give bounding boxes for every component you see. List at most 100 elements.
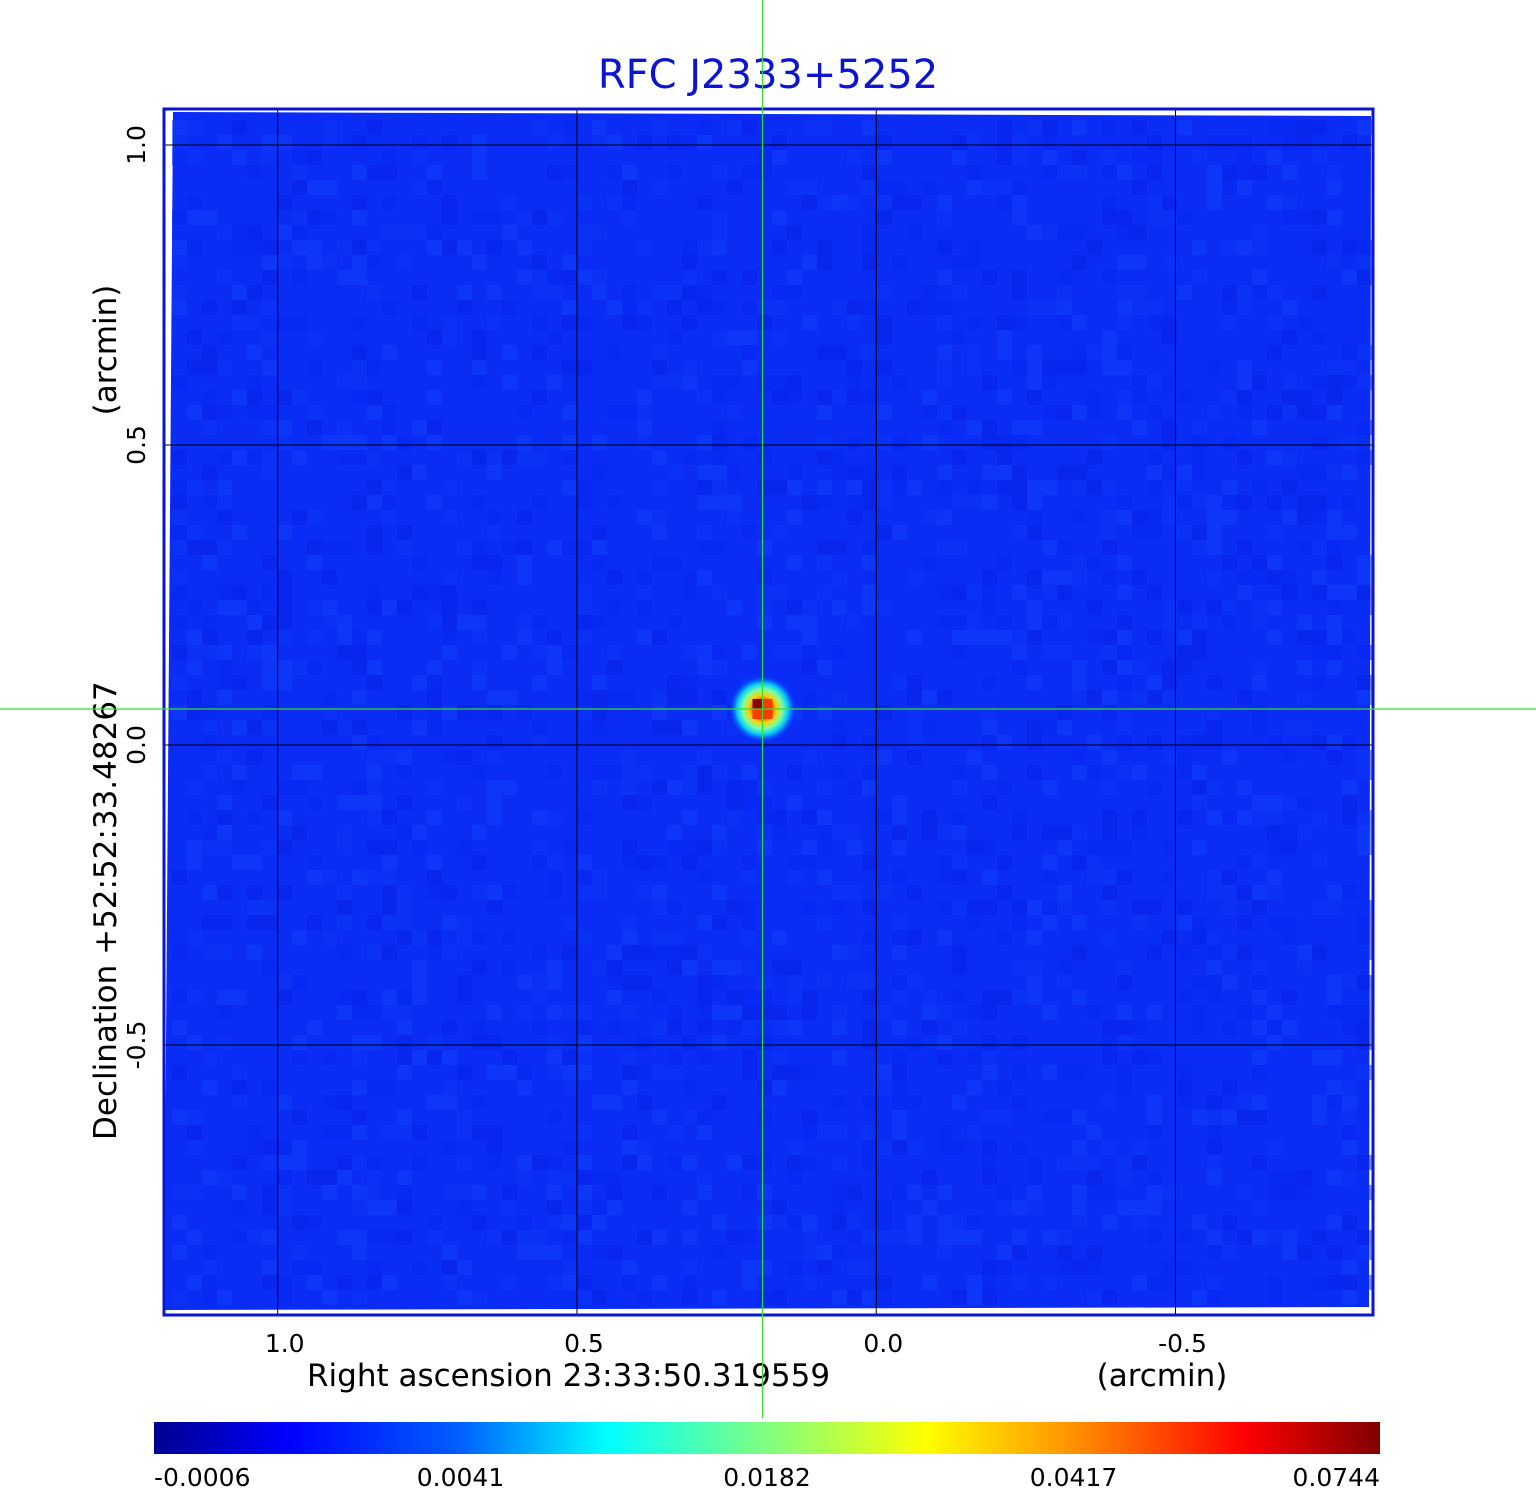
noise-pixel	[592, 525, 607, 540]
noise-pixel	[1102, 645, 1117, 660]
noise-pixel	[1312, 570, 1327, 585]
noise-pixel	[1312, 240, 1327, 255]
noise-pixel	[202, 300, 217, 315]
noise-pixel	[1327, 735, 1342, 750]
noise-pixel	[1012, 480, 1027, 495]
noise-pixel	[1117, 165, 1132, 180]
noise-pixel	[1267, 390, 1282, 405]
noise-pixel	[802, 750, 817, 765]
noise-pixel	[607, 1110, 622, 1125]
noise-pixel	[442, 615, 457, 630]
noise-pixel	[277, 585, 292, 600]
noise-pixel	[1162, 510, 1177, 525]
noise-pixel	[412, 780, 427, 795]
noise-pixel	[667, 555, 682, 570]
noise-pixel	[1357, 450, 1372, 465]
noise-pixel	[937, 480, 952, 495]
noise-pixel	[1357, 1005, 1372, 1020]
noise-pixel	[907, 975, 922, 990]
noise-pixel	[937, 270, 952, 285]
noise-pixel	[217, 660, 232, 675]
noise-pixel	[1342, 195, 1357, 210]
noise-pixel	[1327, 435, 1342, 450]
noise-pixel	[397, 915, 412, 930]
noise-pixel	[1042, 540, 1057, 555]
noise-pixel	[757, 795, 772, 810]
noise-pixel	[1027, 735, 1042, 750]
noise-pixel	[1102, 150, 1117, 165]
noise-pixel	[412, 1080, 427, 1095]
noise-pixel	[1207, 930, 1222, 945]
noise-pixel	[892, 525, 907, 540]
noise-pixel	[1342, 135, 1357, 150]
noise-pixel	[1147, 120, 1162, 135]
noise-pixel	[652, 945, 667, 960]
noise-pixel	[172, 1215, 187, 1230]
noise-pixel	[1057, 1155, 1072, 1170]
noise-pixel	[202, 555, 217, 570]
noise-pixel	[682, 375, 697, 390]
noise-pixel	[292, 1140, 307, 1155]
noise-pixel	[577, 615, 592, 630]
noise-pixel	[322, 1050, 337, 1065]
noise-pixel	[1057, 165, 1072, 180]
noise-pixel	[577, 585, 592, 600]
noise-pixel	[442, 570, 457, 585]
noise-pixel	[367, 270, 382, 285]
noise-pixel	[277, 435, 292, 450]
noise-pixel	[1342, 1170, 1357, 1185]
noise-pixel	[277, 885, 292, 900]
noise-pixel	[427, 420, 442, 435]
noise-pixel	[1297, 540, 1312, 555]
noise-pixel	[862, 975, 877, 990]
noise-pixel	[1207, 1245, 1222, 1260]
noise-pixel	[1087, 1185, 1102, 1200]
noise-pixel	[172, 495, 187, 510]
noise-pixel	[907, 885, 922, 900]
noise-pixel	[952, 780, 967, 795]
noise-pixel	[802, 645, 817, 660]
noise-pixel	[937, 1215, 952, 1230]
noise-pixel	[1222, 495, 1237, 510]
noise-pixel	[502, 780, 517, 795]
noise-pixel	[1312, 1095, 1327, 1110]
noise-pixel	[187, 480, 202, 495]
noise-pixel	[742, 765, 757, 780]
noise-pixel	[202, 690, 217, 705]
noise-pixel	[1072, 555, 1087, 570]
noise-pixel	[322, 1005, 337, 1020]
noise-pixel	[487, 1020, 502, 1035]
noise-pixel	[1147, 1230, 1162, 1245]
noise-pixel	[427, 660, 442, 675]
noise-pixel	[877, 1215, 892, 1230]
noise-pixel	[952, 495, 967, 510]
noise-pixel	[577, 510, 592, 525]
noise-pixel	[382, 1200, 397, 1215]
noise-pixel	[1117, 705, 1132, 720]
noise-pixel	[682, 1155, 697, 1170]
noise-pixel	[1297, 180, 1312, 195]
colorbar-tick-label: 0.0041	[417, 1463, 504, 1492]
noise-pixel	[817, 120, 832, 135]
noise-pixel	[742, 1275, 757, 1290]
noise-pixel	[1327, 1050, 1342, 1065]
noise-pixel	[757, 585, 772, 600]
noise-pixel	[832, 720, 847, 735]
noise-pixel	[217, 360, 232, 375]
noise-pixel	[502, 1065, 517, 1080]
noise-pixel	[1297, 495, 1312, 510]
noise-pixel	[1012, 135, 1027, 150]
noise-pixel	[247, 255, 262, 270]
noise-pixel	[1207, 1110, 1222, 1125]
noise-texture	[172, 120, 1372, 1305]
noise-pixel	[442, 1275, 457, 1290]
noise-pixel	[892, 1185, 907, 1200]
noise-pixel	[682, 585, 697, 600]
noise-pixel	[712, 1080, 727, 1095]
noise-pixel	[1222, 165, 1237, 180]
noise-pixel	[1237, 1230, 1252, 1245]
noise-pixel	[1072, 465, 1087, 480]
noise-pixel	[802, 945, 817, 960]
noise-pixel	[1177, 1095, 1192, 1110]
noise-pixel	[217, 1200, 232, 1215]
